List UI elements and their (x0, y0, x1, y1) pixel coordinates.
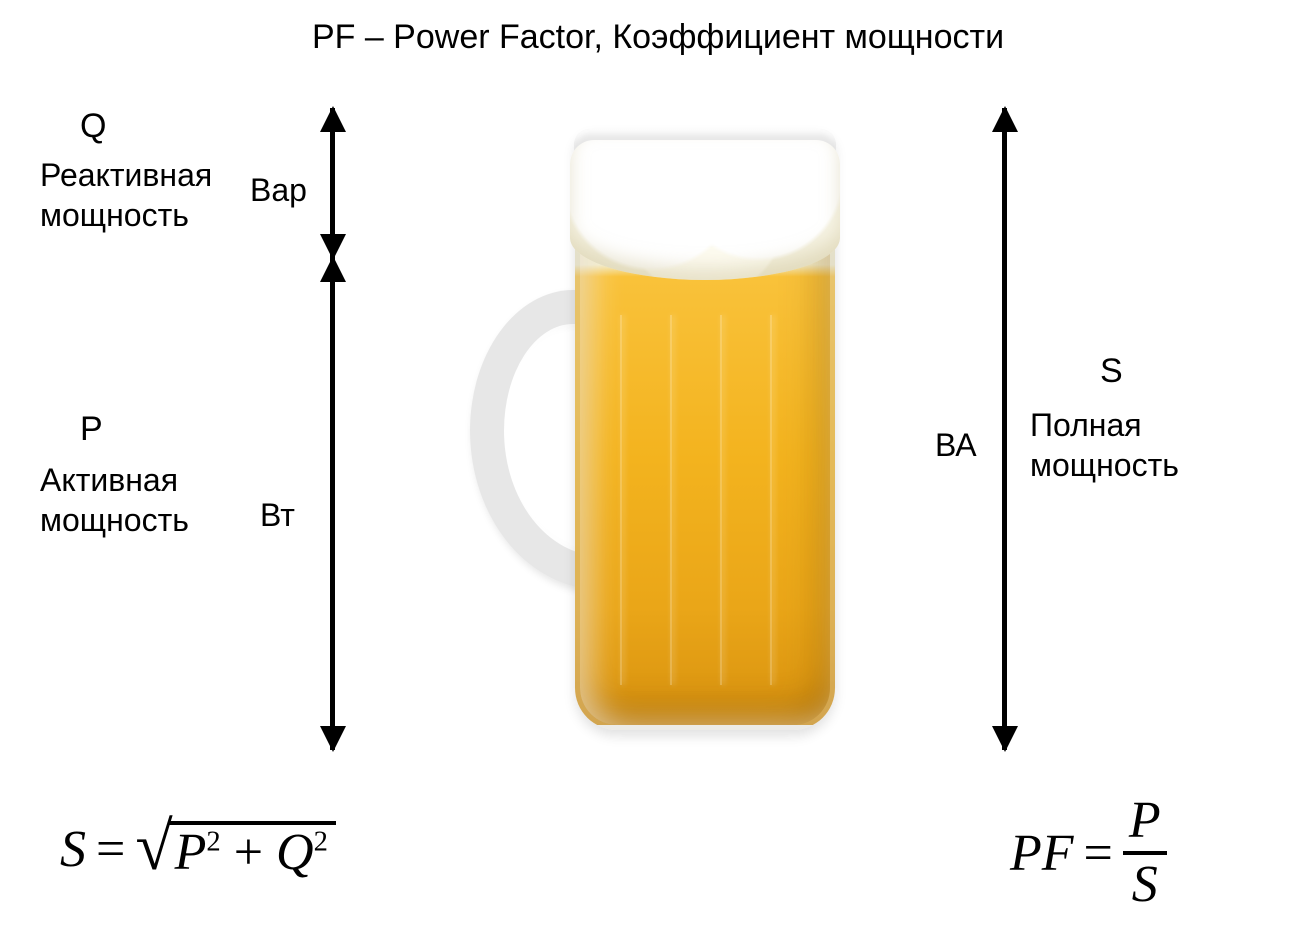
page-title: PF – Power Factor, Коэффициент мощности (0, 18, 1316, 57)
arrow-apparent (1002, 108, 1007, 750)
arrow-reactive (330, 108, 335, 258)
beer-mug (480, 110, 860, 750)
formula-lhs: S (60, 820, 86, 879)
fraction-denominator: S (1126, 859, 1164, 911)
fraction-numerator: P (1123, 795, 1167, 847)
active-label: Активная мощность (40, 460, 189, 540)
active-unit: Вт (260, 495, 295, 535)
equals-sign: = (1074, 824, 1123, 883)
sqrt: √ P2 + Q2 (135, 821, 336, 879)
radicand: P2 + Q2 (169, 821, 336, 879)
mug-foam (570, 140, 840, 280)
reactive-label: Реактивная мощность (40, 155, 212, 235)
equals-sign: = (86, 820, 135, 879)
apparent-symbol: S (1100, 350, 1123, 393)
apparent-label: Полная мощность (1030, 405, 1179, 485)
formula-pf: PF = P S (1010, 795, 1167, 911)
formula-apparent: S = √ P2 + Q2 (60, 820, 336, 879)
reactive-symbol: Q (80, 105, 106, 148)
fraction: P S (1123, 795, 1167, 911)
radical-sign: √ (135, 821, 172, 872)
formula-lhs: PF (1010, 824, 1074, 883)
apparent-unit: ВА (935, 425, 977, 465)
fraction-bar (1123, 851, 1167, 855)
arrow-active (330, 258, 335, 750)
reactive-unit: Вар (250, 170, 307, 210)
active-symbol: P (80, 408, 103, 451)
